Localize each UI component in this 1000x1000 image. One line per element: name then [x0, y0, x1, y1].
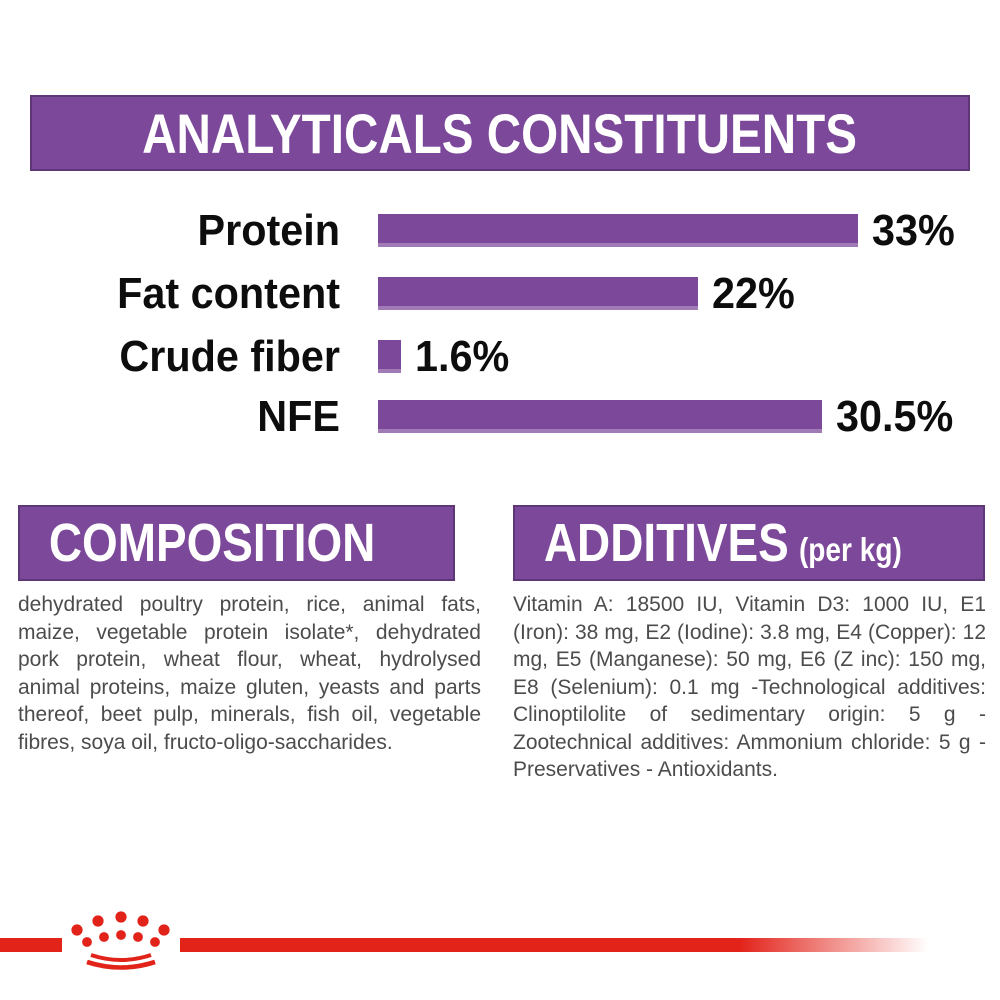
bar-value: 22% [712, 268, 795, 318]
bar-label: Crude fiber [119, 331, 340, 381]
additives-unit-label: (per kg) [798, 531, 902, 568]
chart-row-crude-fiber: Crude fiber 1.6% [0, 332, 515, 381]
bar-value: 30.5% [836, 391, 954, 441]
composition-title: COMPOSITION [48, 513, 376, 573]
additives-header: ADDITIVES (per kg) [513, 505, 985, 581]
bar [378, 214, 858, 247]
bar-value: 1.6% [415, 331, 510, 381]
chart-row-protein: Protein 33% [0, 206, 960, 255]
analyticals-banner: ANALYTICALS CONSTITUENTS [30, 95, 970, 171]
royal-canin-crown-icon [71, 911, 170, 970]
bar [378, 277, 698, 310]
additives-body: Vitamin A: 18500 IU, Vitamin D3: 1000 IU… [513, 593, 986, 781]
additives-title-text: ADDITIVES [543, 513, 789, 573]
brand-stripe-left [0, 938, 62, 952]
additives-title: ADDITIVES (per kg) [515, 512, 902, 574]
analyticals-banner-title: ANALYTICALS CONSTITUENTS [142, 101, 858, 165]
bar-label: Fat content [117, 268, 340, 318]
chart-row-fat-content: Fat content 22% [0, 269, 800, 318]
bar-label: NFE [257, 391, 340, 441]
bar-value: 33% [872, 205, 955, 255]
bar-label: Protein [197, 205, 340, 255]
bar [378, 400, 822, 433]
chart-row-nfe: NFE 30.5% [0, 392, 961, 441]
brand-stripe-right-fade [180, 938, 936, 952]
composition-header: COMPOSITION [18, 505, 455, 581]
bar [378, 340, 401, 373]
composition-body: dehydrated poultry protein, rice, animal… [18, 593, 481, 754]
